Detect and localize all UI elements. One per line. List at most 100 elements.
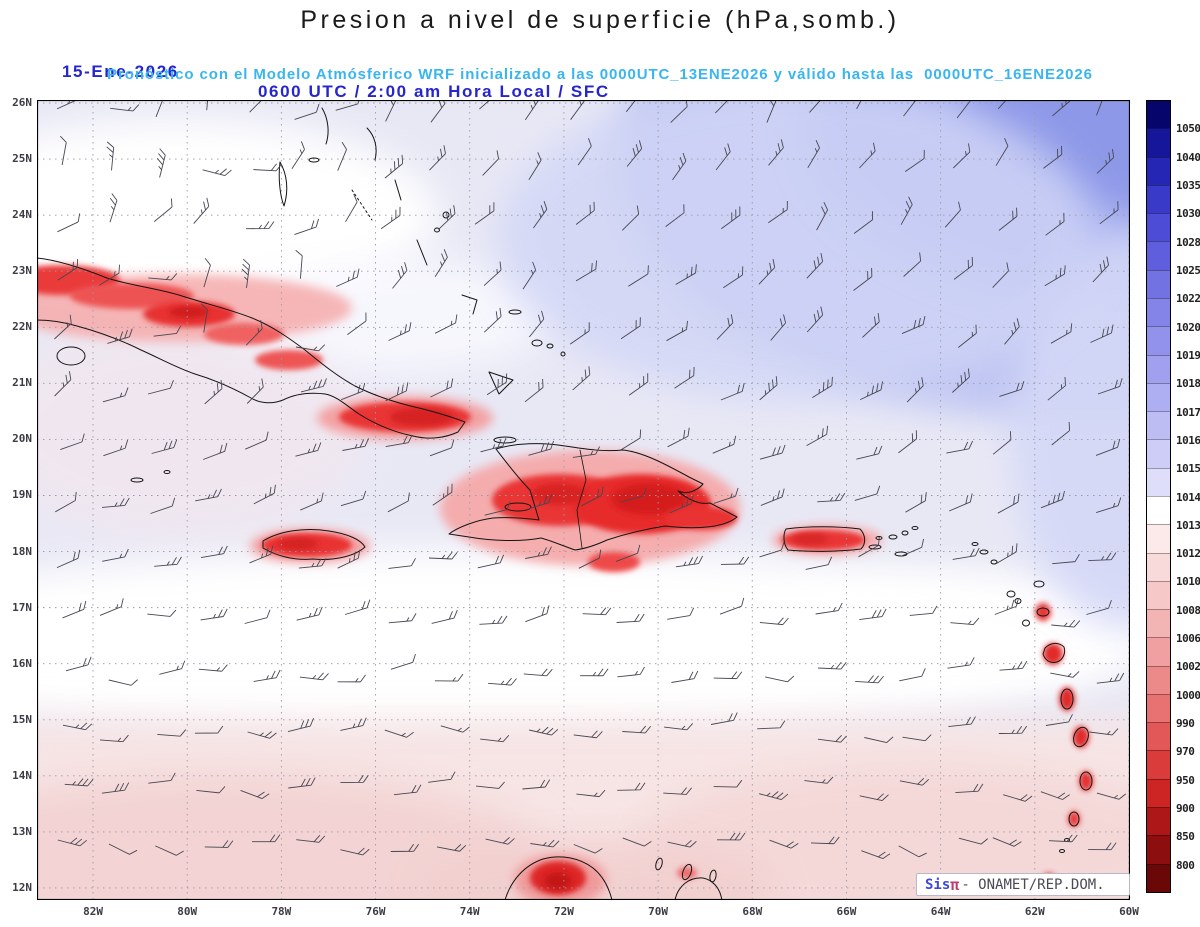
wind-barb bbox=[1040, 791, 1070, 800]
wind-barb bbox=[617, 782, 646, 791]
colorbar-level-label: 1035 bbox=[1176, 178, 1200, 192]
colorbar-level-label: 950 bbox=[1176, 773, 1195, 787]
wind-barb bbox=[569, 322, 590, 345]
wind-barb bbox=[572, 366, 591, 391]
wind-barb bbox=[580, 668, 609, 677]
wind-barb bbox=[200, 303, 208, 333]
wind-barb bbox=[765, 675, 795, 683]
lat-label: 15N bbox=[12, 712, 32, 726]
st-lucia bbox=[1079, 771, 1093, 791]
wind-barb bbox=[200, 545, 228, 559]
wind-barb bbox=[295, 249, 303, 279]
wind-barb bbox=[859, 793, 889, 801]
lat-label: 16N bbox=[12, 656, 32, 670]
wind-barb bbox=[628, 373, 649, 396]
wind-barb bbox=[485, 836, 515, 845]
wind-barb bbox=[486, 373, 508, 396]
colorbar-segment bbox=[1147, 807, 1170, 836]
antigua bbox=[1036, 607, 1050, 617]
colorbar-level-label: 1016 bbox=[1176, 433, 1200, 447]
colorbar-segment bbox=[1147, 835, 1170, 864]
colorbar-level-label: 990 bbox=[1176, 717, 1195, 731]
colorbar-segment bbox=[1147, 326, 1170, 355]
wind-barb bbox=[106, 141, 115, 171]
wind-barb bbox=[529, 726, 559, 736]
wind-barb bbox=[337, 141, 347, 171]
wind-barb bbox=[431, 609, 458, 624]
wind-barb bbox=[62, 600, 87, 619]
forecast-model-line: Pronóstico con el Modelo Atmósferico WRF… bbox=[107, 66, 1093, 83]
wind-barb bbox=[858, 536, 880, 558]
wind-barb bbox=[1003, 794, 1033, 802]
st-kitts bbox=[1006, 590, 1016, 598]
wind-barb bbox=[1096, 497, 1122, 514]
wind-barb bbox=[153, 198, 173, 222]
wind-barb bbox=[482, 150, 500, 176]
dominica bbox=[1060, 688, 1074, 710]
wind-barb bbox=[484, 501, 511, 516]
wind-barb bbox=[436, 844, 467, 852]
wind-barb bbox=[1050, 671, 1080, 678]
lon-label: 68W bbox=[742, 905, 763, 918]
colorbar-level-label: 1017 bbox=[1176, 405, 1200, 419]
wind-barb bbox=[340, 847, 370, 856]
wind-barb bbox=[958, 837, 989, 845]
wind-barb bbox=[807, 139, 820, 169]
wind-barb bbox=[666, 320, 688, 342]
colorbar-level-label: 1000 bbox=[1176, 688, 1200, 702]
wind-barb bbox=[999, 381, 1025, 397]
wind-barb bbox=[57, 837, 87, 847]
colorbar-segment bbox=[1147, 269, 1170, 298]
coastlines bbox=[36, 107, 1093, 901]
wind-barb bbox=[712, 435, 737, 454]
lon-label: 80W bbox=[177, 905, 198, 918]
wind-barb bbox=[855, 675, 884, 684]
wind-barb bbox=[667, 839, 697, 848]
wind-barb bbox=[906, 377, 924, 403]
wind-barb bbox=[203, 257, 211, 288]
wind-barb bbox=[720, 382, 745, 401]
wind-barb bbox=[951, 368, 970, 393]
colorbar-level-label: 1014 bbox=[1176, 490, 1200, 504]
wind-barb bbox=[62, 722, 93, 731]
wind-barb bbox=[615, 544, 641, 562]
wind-barb bbox=[812, 376, 833, 398]
lat-label: 25N bbox=[12, 152, 32, 166]
wind-barb bbox=[380, 206, 401, 230]
lon-label: 70W bbox=[648, 905, 669, 918]
grenadines-2 bbox=[1059, 849, 1065, 853]
wind-barb bbox=[245, 431, 269, 450]
wind-barb bbox=[480, 735, 510, 743]
wind-barb bbox=[578, 549, 602, 569]
wind-barb bbox=[253, 669, 281, 682]
map-border bbox=[36, 99, 1131, 901]
wind-barb bbox=[337, 549, 361, 569]
colorbar-level-label: 970 bbox=[1176, 745, 1195, 759]
wind-barb bbox=[57, 259, 79, 281]
wind-barb bbox=[992, 262, 1009, 288]
wind-barb bbox=[200, 608, 228, 621]
branding-org-text: - ONAMET/REP.DOM. bbox=[961, 876, 1105, 893]
lon-label: 78W bbox=[271, 905, 292, 918]
wind-barb bbox=[616, 613, 645, 623]
wind-barb bbox=[620, 429, 642, 451]
wind-barb bbox=[998, 725, 1028, 734]
cat-island bbox=[394, 179, 402, 201]
wind-barb bbox=[716, 832, 746, 841]
wind-barb bbox=[488, 677, 517, 686]
wind-barb bbox=[533, 201, 548, 229]
wind-barb bbox=[107, 328, 133, 344]
wind-barb bbox=[432, 483, 453, 506]
wind-barb bbox=[340, 490, 367, 507]
puerto-rico-coastline bbox=[783, 526, 866, 552]
wind-barb bbox=[1043, 145, 1063, 169]
wind-barb bbox=[758, 791, 789, 800]
colorbar-segment bbox=[1147, 411, 1170, 440]
wind-barb bbox=[816, 201, 829, 231]
wind-barb bbox=[1004, 318, 1020, 345]
wind-barb bbox=[757, 720, 786, 730]
colorbar-segment bbox=[1147, 552, 1170, 581]
wind-barb bbox=[108, 679, 138, 686]
wind-barb bbox=[1045, 212, 1065, 236]
